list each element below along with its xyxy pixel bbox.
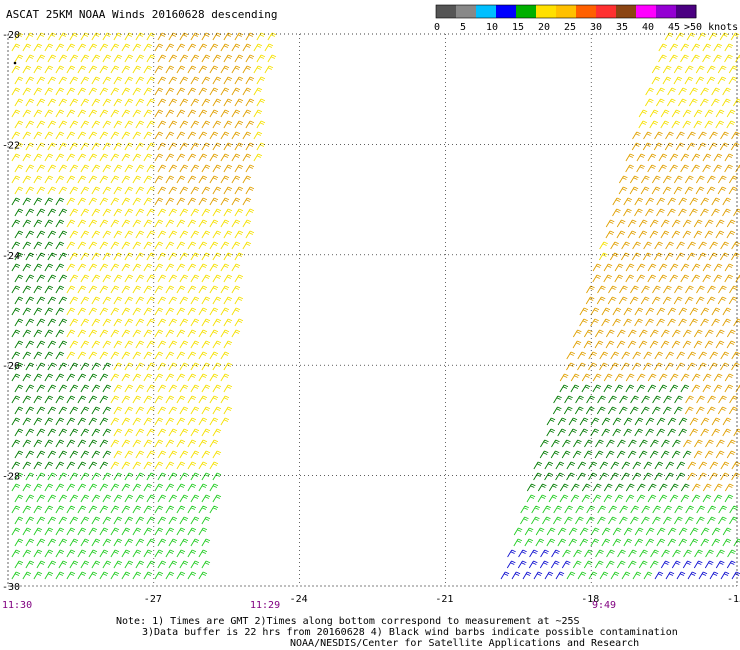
- lon-tick-label: -15: [727, 594, 740, 605]
- legend-swatch: [596, 5, 617, 18]
- legend-unit-label: >50 knots: [684, 22, 738, 33]
- marker-dot: [13, 61, 17, 65]
- axis-labels: -20 -22 -24 -26 -28 -30 -27 -24 -21 -18 -15 11:30 11…: [2, 30, 740, 611]
- note-line-1: Note: 1) Times are GMT 2)Times along bot…: [116, 616, 580, 627]
- west-swath: [11, 32, 277, 580]
- legend-swatch: [456, 5, 477, 18]
- lat-tick-label: -24: [2, 251, 20, 262]
- lon-tick-label: -24: [290, 594, 308, 605]
- legend-swatch: [536, 5, 557, 18]
- legend-swatch: [516, 5, 537, 18]
- legend-tick-label: 10: [486, 22, 498, 33]
- legend-tick-label: 15: [512, 22, 524, 33]
- lon-tick-label: -27: [144, 594, 162, 605]
- lat-tick-label: -26: [2, 361, 20, 372]
- legend-swatch: [476, 5, 497, 18]
- note-line-2: 3)Data buffer is 22 hrs from 20160628 4)…: [142, 627, 678, 638]
- legend-swatch: [676, 5, 697, 18]
- legend-tick-label: 35: [616, 22, 628, 33]
- lat-tick-label: -30: [2, 582, 20, 593]
- legend-tick-label: 40: [642, 22, 654, 33]
- legend-tick-label: 30: [590, 22, 602, 33]
- lat-tick-label: -22: [2, 140, 20, 151]
- legend-swatch: [616, 5, 637, 18]
- lat-tick-label: -28: [2, 472, 20, 483]
- legend-tick-label: 5: [460, 22, 466, 33]
- lon-tick-label: -21: [435, 594, 453, 605]
- graticule: [7, 33, 738, 587]
- map-title: ASCAT 25KM NOAA Winds 20160628 descendin…: [6, 8, 278, 21]
- wind-swaths: [11, 32, 740, 580]
- time-label: 11:29: [250, 600, 280, 611]
- legend-swatch: [636, 5, 657, 18]
- legend-swatch: [436, 5, 457, 18]
- legend-tick-label: 45: [668, 22, 680, 33]
- legend-tick-label: 25: [564, 22, 576, 33]
- east-swath: [500, 32, 740, 580]
- lat-tick-label: -20: [2, 30, 20, 41]
- legend-tick-label: 0: [434, 22, 440, 33]
- lon-tick-label: -18: [581, 594, 599, 605]
- legend-swatch: [556, 5, 577, 18]
- time-label: 9:49: [592, 600, 616, 611]
- legend-tick-label: 20: [538, 22, 550, 33]
- note-line-3: NOAA/NESDIS/Center for Satellite Applica…: [290, 638, 640, 649]
- legend-swatch: [576, 5, 597, 18]
- legend-swatch: [656, 5, 677, 18]
- speed-legend: 0 5 10 15 20 25 30 35 40 45 >50 knots: [434, 4, 738, 33]
- time-label: 11:30: [2, 600, 32, 611]
- legend-swatch: [496, 5, 517, 18]
